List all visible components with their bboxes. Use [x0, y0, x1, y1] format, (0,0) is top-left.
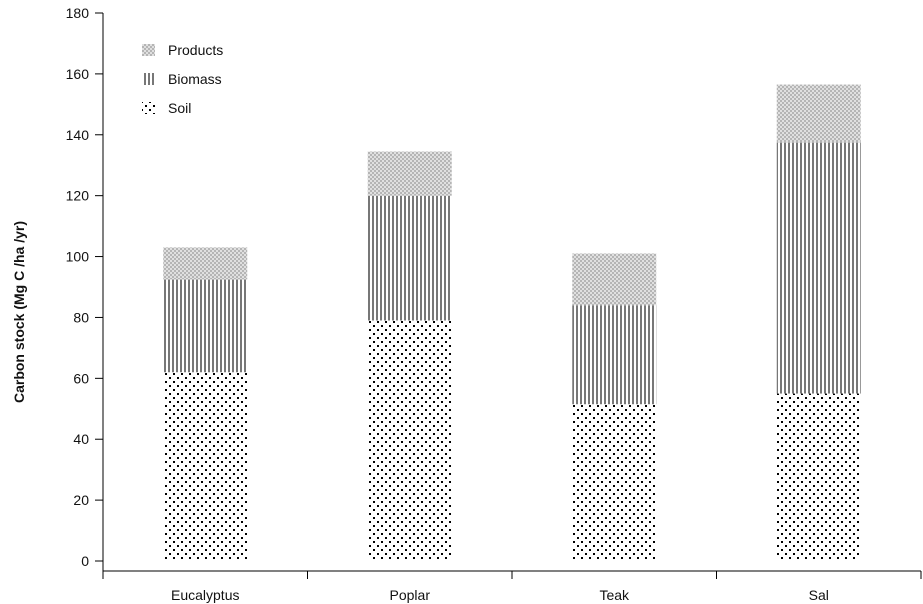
bar-segment-products-sal	[776, 84, 861, 143]
x-tick-label: Eucalyptus	[171, 587, 239, 603]
bar-segment-biomass-eucalyptus	[163, 279, 248, 373]
bars	[163, 84, 861, 561]
bar-segment-soil-teak	[572, 404, 657, 561]
bar-segment-biomass-teak	[572, 305, 657, 405]
x-tick-label: Sal	[809, 587, 829, 603]
legend: Products Biomass Soil	[142, 42, 223, 116]
bar-segment-products-eucalyptus	[163, 247, 248, 280]
bar-segment-biomass-poplar	[367, 195, 452, 321]
legend-label-biomass: Biomass	[168, 71, 222, 87]
bar-segment-biomass-sal	[776, 142, 861, 394]
y-tick-label: 40	[73, 431, 89, 447]
y-tick-label: 20	[73, 492, 89, 508]
y-tick-label: 140	[66, 127, 90, 143]
x-axis: Eucalyptus Poplar Teak Sal	[102, 570, 922, 603]
y-axis-title: Carbon stock (Mg C /ha /yr)	[11, 221, 27, 403]
bar-segment-soil-sal	[776, 393, 861, 561]
legend-swatch-soil	[142, 102, 155, 114]
bar-segment-products-poplar	[367, 151, 452, 196]
y-tick-label: 80	[73, 309, 89, 325]
x-tick-label: Poplar	[390, 587, 431, 603]
bar-segment-soil-eucalyptus	[163, 372, 248, 561]
y-tick-label: 0	[81, 553, 89, 569]
y-axis: 0 20 40 60 80 100 120 140 160 180	[66, 5, 104, 571]
legend-label-soil: Soil	[168, 100, 191, 116]
bar-segment-products-teak	[572, 253, 657, 306]
y-tick-label: 160	[66, 66, 90, 82]
x-tick-label: Teak	[599, 587, 630, 603]
legend-swatch-biomass	[142, 73, 155, 85]
y-tick-label: 180	[66, 5, 90, 21]
y-tick-label: 100	[66, 249, 90, 265]
bar-segment-soil-poplar	[367, 320, 452, 561]
legend-label-products: Products	[168, 42, 223, 58]
legend-swatch-products	[142, 44, 155, 56]
y-tick-label: 60	[73, 370, 89, 386]
y-tick-label: 120	[66, 188, 90, 204]
